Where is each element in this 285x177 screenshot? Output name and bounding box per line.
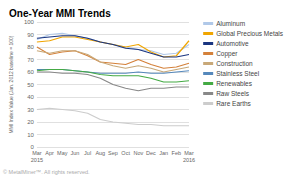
svg-text:Dec: Dec: [146, 150, 156, 156]
svg-text:Aluminum: Aluminum: [216, 20, 245, 27]
svg-text:Sep: Sep: [108, 150, 118, 156]
svg-text:Jul: Jul: [84, 150, 91, 156]
svg-text:Rare Earths: Rare Earths: [216, 100, 251, 107]
svg-text:Copper: Copper: [216, 50, 238, 58]
svg-text:100: 100: [24, 19, 35, 25]
svg-text:Jan: Jan: [159, 150, 168, 156]
svg-text:Apr: Apr: [45, 150, 54, 156]
svg-text:Oct: Oct: [121, 150, 130, 156]
svg-text:Raw Steels: Raw Steels: [216, 90, 250, 97]
svg-text:Automotive: Automotive: [216, 40, 249, 47]
svg-text:Aug: Aug: [95, 150, 105, 156]
svg-text:30: 30: [27, 107, 34, 113]
svg-text:40: 40: [27, 94, 34, 100]
svg-text:One-Year MMI Trends: One-Year MMI Trends: [9, 8, 111, 19]
svg-text:MMI Index Value (Jan. 2012 bas: MMI Index Value (Jan. 2012 baseline = 10…: [8, 35, 14, 133]
svg-text:10: 10: [27, 132, 34, 138]
svg-text:© MetalMiner™. All rights rese: © MetalMiner™. All rights reserved.: [3, 169, 90, 175]
svg-text:80: 80: [27, 44, 34, 50]
svg-text:Construction: Construction: [216, 60, 253, 67]
svg-text:May: May: [57, 150, 68, 156]
svg-text:Feb: Feb: [172, 150, 181, 156]
svg-text:20: 20: [27, 119, 34, 125]
svg-text:Jun: Jun: [70, 150, 79, 156]
svg-text:Stainless Steel: Stainless Steel: [216, 70, 260, 77]
svg-text:2015: 2015: [31, 157, 43, 163]
svg-text:50: 50: [27, 82, 34, 88]
svg-text:Renewables: Renewables: [216, 80, 253, 87]
svg-text:70: 70: [27, 57, 34, 63]
svg-text:Nov: Nov: [133, 150, 143, 156]
svg-text:Global Precious Metals: Global Precious Metals: [216, 30, 284, 37]
svg-text:2016: 2016: [183, 157, 195, 163]
svg-text:0: 0: [31, 144, 35, 150]
svg-text:60: 60: [27, 69, 34, 75]
svg-text:90: 90: [27, 32, 34, 38]
svg-text:Mar: Mar: [184, 150, 194, 156]
svg-text:Mar: Mar: [32, 150, 42, 156]
